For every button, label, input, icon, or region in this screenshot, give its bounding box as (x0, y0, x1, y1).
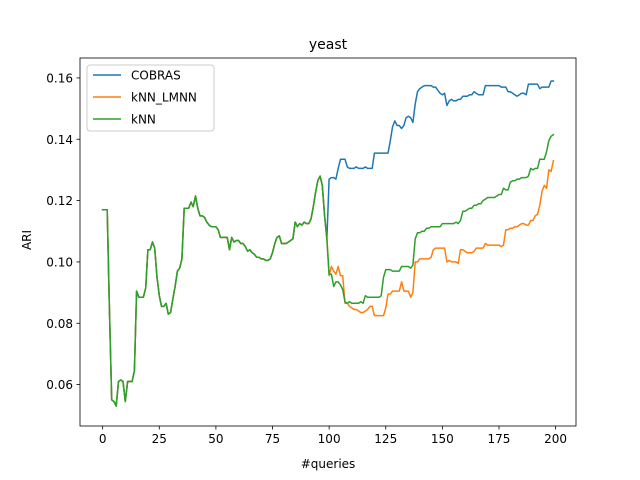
y-tick-label: 0.06 (46, 378, 73, 392)
x-tick-label: 50 (208, 432, 223, 446)
series-layer (101, 80, 555, 407)
y-tick-label: 0.12 (46, 194, 73, 208)
x-tick-label: 25 (152, 432, 167, 446)
y-tick-label: 0.16 (46, 71, 73, 85)
legend: COBRAS kNN_LMNN kNN (86, 64, 215, 132)
y-tick-label: 0.08 (46, 317, 73, 331)
x-tick-label: 0 (99, 432, 107, 446)
x-tick-label: 200 (544, 432, 567, 446)
legend-label-knn-lmnn: kNN_LMNN (131, 91, 197, 105)
x-axis-title: #queries (301, 457, 356, 471)
y-axis-title: ARI (20, 230, 34, 250)
x-tick-label: 75 (265, 432, 280, 446)
x-tick-label: 150 (431, 432, 454, 446)
chart-title: yeast (309, 37, 348, 53)
axes-layer: 0 25 50 75 100 125 150 175 200 0.06 0.08 0.10 0.12 0.… (46, 57, 577, 446)
x-tick-label: 100 (318, 432, 341, 446)
y-tick-label: 0.10 (46, 255, 73, 269)
y-tick-label: 0.14 (46, 133, 73, 147)
series-line-knn (101, 133, 555, 407)
legend-label-cobras: COBRAS (131, 69, 181, 83)
x-tick-label: 125 (374, 432, 397, 446)
x-tick-label: 175 (488, 432, 511, 446)
plot-frame (79, 57, 577, 427)
legend-label-knn: kNN (131, 113, 156, 127)
legend-box (86, 64, 215, 132)
